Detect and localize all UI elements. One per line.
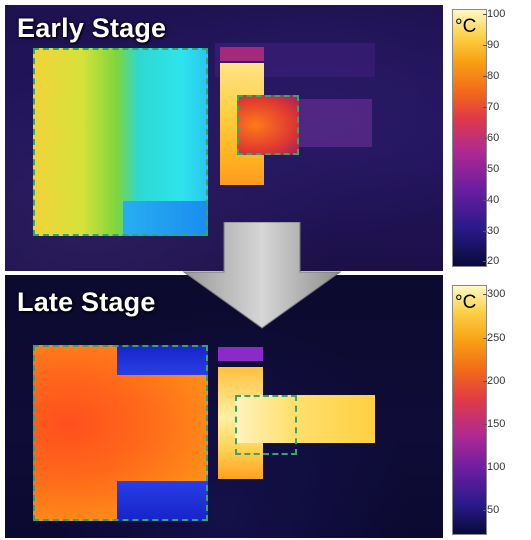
early-stage-label: Early Stage (17, 13, 167, 43)
colorbar-tick: 50 (482, 504, 500, 516)
colorbar-unit: °C (455, 292, 477, 313)
colorbar-tick: 20 (482, 255, 500, 267)
region-outline-junction (237, 95, 299, 155)
colorbar-unit: °C (455, 16, 477, 37)
colorbar-tick: 40 (482, 194, 500, 206)
colorbar-tick: 50 (482, 163, 500, 175)
junction-and-arm-hotspot (235, 395, 375, 443)
colorbar-tick: 300 (482, 288, 506, 300)
large-component-cool-bottom (117, 481, 208, 521)
region-outline-large (33, 345, 208, 521)
early-temperature-colorbar: °C 100 90 80 70 60 50 40 30 20 (448, 5, 530, 271)
early-stage-thermal-image: Early Stage (5, 5, 443, 271)
late-stage-thermal-image: Late Stage (5, 275, 443, 538)
colorbar-tick: 100 (482, 8, 506, 20)
colorbar-tick: 70 (482, 101, 500, 113)
colorbar-tick: 250 (482, 332, 506, 344)
colorbar-tick: 60 (482, 132, 500, 144)
colorbar-tick: 30 (482, 225, 500, 237)
colorbar-tick: 150 (482, 418, 506, 430)
colorbar-gradient: °C (452, 9, 487, 267)
late-temperature-colorbar: °C 300 250 200 150 100 50 (448, 281, 530, 538)
junction-hotspot (237, 95, 299, 155)
large-component-cool-corner (123, 201, 208, 236)
late-stage-label: Late Stage (17, 287, 156, 317)
colorbar-tick: 80 (482, 70, 500, 82)
colorbar-tick: 100 (482, 461, 506, 473)
region-outline-junction (235, 395, 297, 455)
colorbar-tick: 200 (482, 375, 506, 387)
region-outline-large (33, 48, 208, 236)
down-arrow-icon (182, 222, 342, 329)
colorbar-tick: 90 (482, 39, 500, 51)
colorbar-gradient: °C (452, 285, 487, 535)
connector-arm (297, 99, 372, 147)
strip-cap (220, 47, 264, 61)
strip-cap (218, 347, 263, 361)
large-component-cool-top (117, 345, 208, 375)
